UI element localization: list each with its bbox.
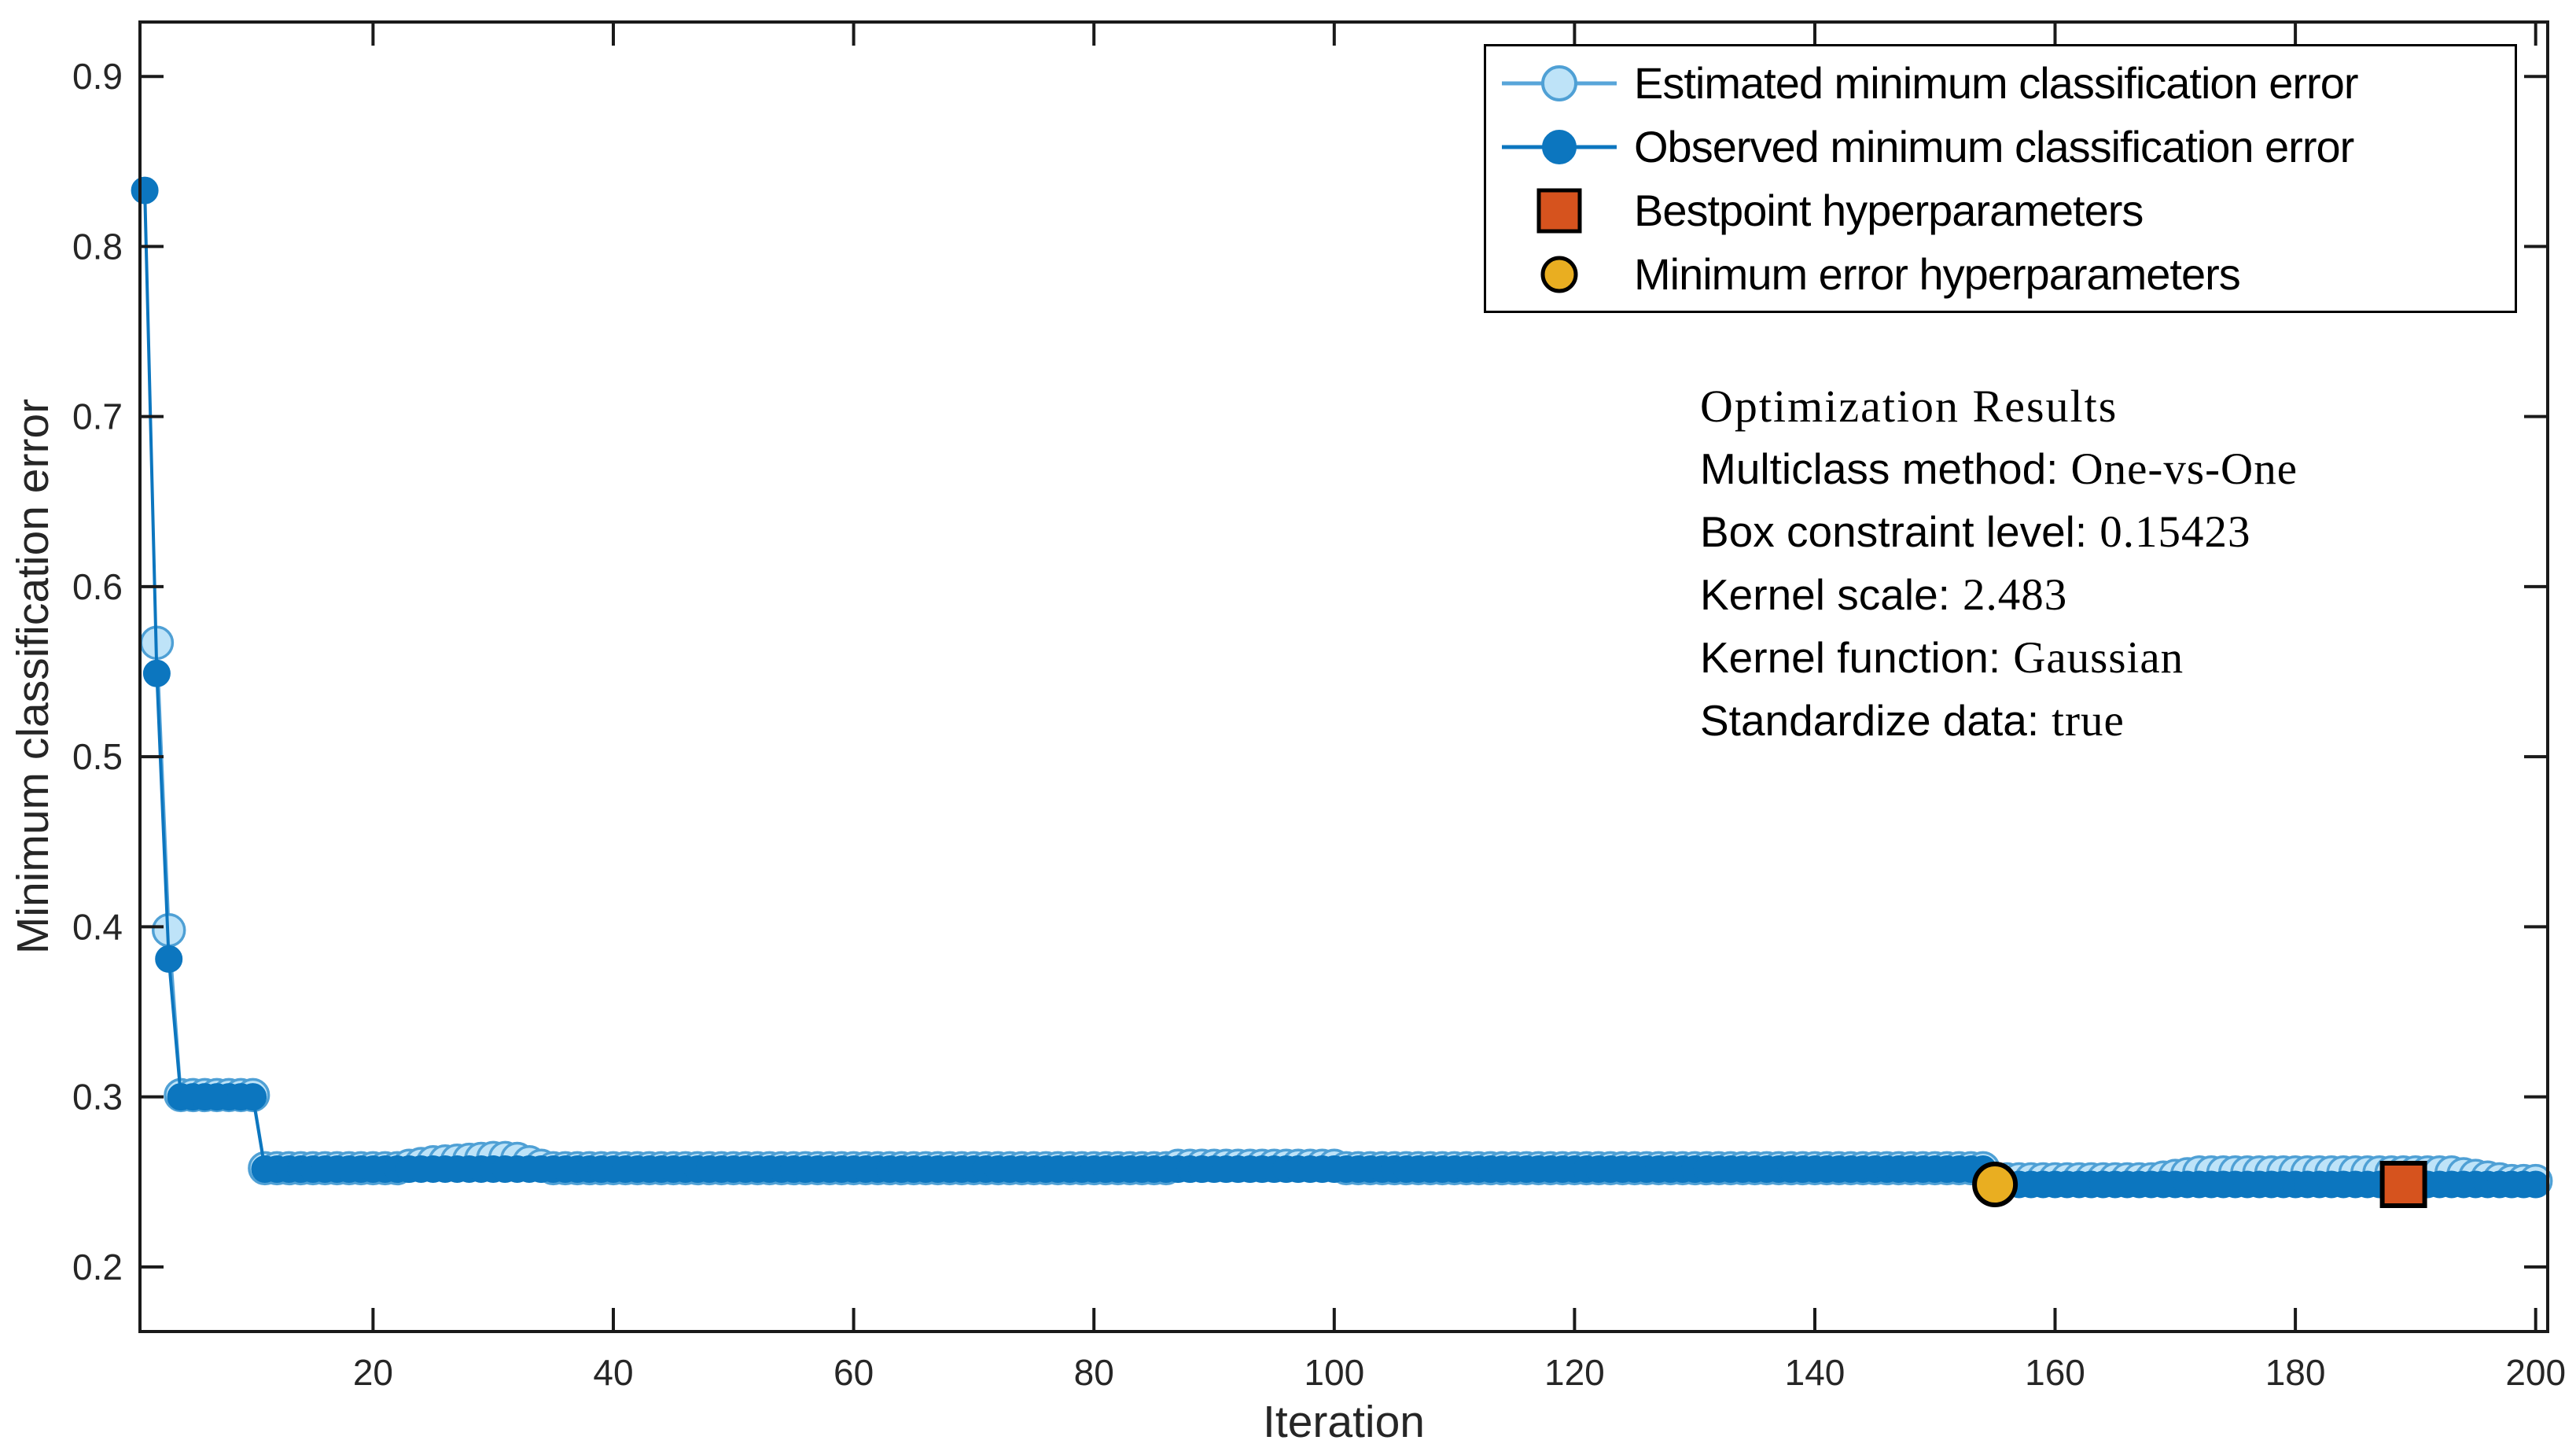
axes: 20 40 60 80 100 120 140 160 180 200 0.2 0.3 0.4 0.5 0.… xyxy=(72,20,2566,1393)
annotation-title: Optimization Results xyxy=(1700,380,2118,432)
y-tick-label: 0.4 xyxy=(72,906,123,947)
legend-label-minerror: Minimum error hyperparameters xyxy=(1634,249,2241,299)
bestpoint-marker-sample-icon xyxy=(1536,188,1582,233)
x-tick-label: 160 xyxy=(2025,1352,2085,1393)
legend-item-bestpoint: Bestpoint hyperparameters xyxy=(1500,179,2515,242)
bestpoint-hyperparameters-marker xyxy=(2379,1161,2427,1208)
annotation-line-standardize: Standardize data: true xyxy=(1700,695,2125,746)
y-tick-label: 0.6 xyxy=(72,566,123,607)
x-tick-label: 120 xyxy=(1544,1352,1605,1393)
x-tick-label: 180 xyxy=(2265,1352,2326,1393)
x-axis-label: Iteration xyxy=(1263,1397,1425,1447)
observed-line-sample-icon xyxy=(1502,129,1617,164)
x-tick-label: 40 xyxy=(593,1352,633,1393)
annotation-line-kernelfunction: Kernel function: Gaussian xyxy=(1700,632,2184,683)
legend-label-bestpoint: Bestpoint hyperparameters xyxy=(1634,186,2144,235)
x-tick-label: 20 xyxy=(353,1352,393,1393)
x-tick-label: 100 xyxy=(1304,1352,1364,1393)
x-tick-label: 80 xyxy=(1074,1352,1114,1393)
x-tick-label: 200 xyxy=(2505,1352,2566,1393)
y-axis-label: Minimum classification error xyxy=(8,398,58,955)
estimated-line-sample-icon xyxy=(1502,64,1617,101)
legend-item-estimated: Estimated minimum classification error xyxy=(1500,51,2515,115)
x-tick-label: 60 xyxy=(834,1352,874,1393)
y-tick-label: 0.7 xyxy=(72,396,123,437)
y-tick-label: 0.5 xyxy=(72,736,123,777)
legend-item-minerror: Minimum error hyperparameters xyxy=(1500,242,2515,306)
optimization-results-annotation: Optimization Results Multiclass method: … xyxy=(1700,374,2298,752)
annotation-line-multiclass: Multiclass method: One-vs-One xyxy=(1700,444,2298,494)
legend-label-estimated: Estimated minimum classification error xyxy=(1634,58,2358,108)
legend-item-observed: Observed minimum classification error xyxy=(1500,115,2515,179)
legend-label-observed: Observed minimum classification error xyxy=(1634,122,2354,171)
y-tick-label: 0.9 xyxy=(72,56,123,97)
legend-box: Estimated minimum classification error O… xyxy=(1484,44,2517,313)
x-tick-label: 140 xyxy=(1785,1352,1846,1393)
y-tick-label: 0.2 xyxy=(72,1247,123,1287)
annotation-line-boxconstraint: Box constraint level: 0.15423 xyxy=(1700,506,2251,557)
min-error-hyperparameters-marker xyxy=(1972,1162,2018,1207)
observed-series xyxy=(131,176,2550,1199)
annotation-line-kernelscale: Kernel scale: 2.483 xyxy=(1700,569,2068,620)
minerror-marker-sample-icon xyxy=(1540,256,1578,293)
y-tick-label: 0.8 xyxy=(72,226,123,267)
y-tick-label: 0.3 xyxy=(72,1077,123,1118)
